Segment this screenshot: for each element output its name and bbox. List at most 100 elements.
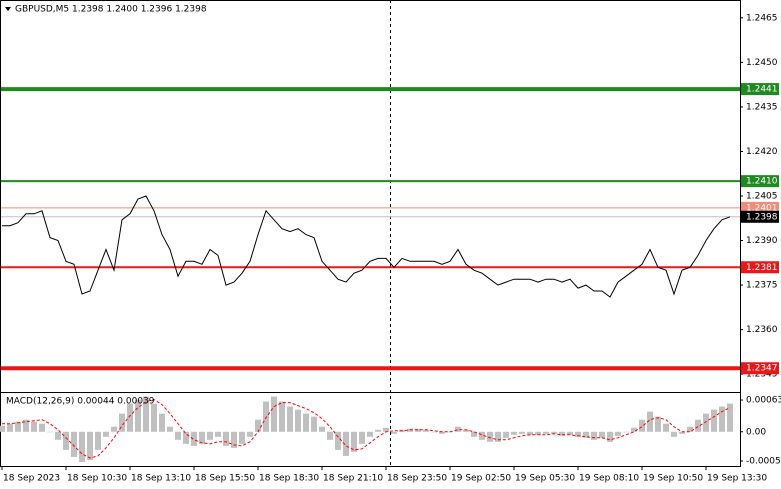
macd-bar [607,431,613,442]
level-label: 1.2401 [746,203,778,213]
macd-bar [327,431,333,440]
y-tick-label: 1.2465 [746,13,778,23]
title-arrow [5,7,11,11]
x-tick-label: 18 Sep 21:10 [323,474,383,484]
macd-bar [143,396,149,432]
level-label-box [741,83,779,96]
macd-bar [367,431,373,437]
macd-bar [551,431,557,434]
macd-bar [343,431,349,456]
macd-bar [671,431,677,437]
macd-bar [167,426,173,432]
macd-bar [207,431,213,440]
level-label: 1.2441 [746,85,778,95]
macd-bar [23,419,29,432]
macd-bar [175,431,181,440]
x-tick-label: 18 Sep 10:30 [67,474,127,484]
macd-bar [511,431,517,435]
macd-bar [247,431,253,437]
y-tick-label: 0.00 [746,427,766,437]
macd-bar [559,431,565,436]
macd-bar [583,431,589,438]
macd-bar [655,416,661,432]
macd-bar [159,413,165,432]
macd-bar [223,431,229,446]
macd-bar [231,431,237,448]
macd-bar [423,429,429,432]
macd-bar [479,431,485,440]
macd-bar [295,409,301,432]
signal-line [2,398,731,459]
macd-bar [199,431,205,444]
macd-bar [287,406,293,432]
macd-bar [711,409,717,432]
price-line [2,195,731,298]
macd-bar [415,428,421,432]
macd-bar [503,431,509,438]
macd-bar [719,406,725,432]
level-label-box [741,362,779,375]
chart-title: GBPUSD,M5 1.2398 1.2400 1.2396 1.2398 [15,5,207,15]
macd-bar [599,431,605,438]
macd-bar [359,431,365,444]
macd-bar [703,413,709,432]
macd-bar [727,403,733,432]
macd-bar [239,431,245,444]
x-tick-label: 18 Sep 15:50 [195,474,255,484]
macd-bar [463,429,469,432]
macd-bar [127,403,133,432]
macd-bar [663,423,669,432]
x-tick-label: 19 Sep 10:50 [643,474,703,484]
macd-bar [575,431,581,437]
macd-bar [471,431,477,437]
macd-bar [303,413,309,432]
macd-bar [95,431,101,450]
x-tick-label: 18 Sep 18:30 [259,474,319,484]
x-tick-label: 18 Sep 13:10 [131,474,191,484]
macd-bar [535,431,541,435]
macd-bar [591,431,597,440]
macd-bar [335,431,341,450]
y-tick-label: 1.2450 [746,58,778,68]
macd-bar [695,419,701,432]
macd-bar [631,427,637,432]
macd-bar [191,431,197,446]
x-tick-label: 18 Sep 23:50 [387,474,447,484]
macd-bar [519,431,525,434]
macd-bar [527,431,533,435]
macd-bar [495,431,501,442]
macd-bar [319,426,325,432]
macd-title: MACD(12,26,9) 0.00044 0.00039 [6,397,155,407]
level-label-box [741,175,779,188]
macd-bar [71,431,77,457]
macd-bar [375,429,381,432]
macd-bar [103,431,109,437]
macd-bar [7,423,13,432]
macd-bar [487,431,493,442]
y-tick-label: 1.2360 [746,325,778,335]
macd-bar [79,431,85,462]
y-tick-label: 1.2435 [746,102,778,112]
macd-bar [63,431,69,450]
macd-bar [39,423,45,432]
macd-bar [311,416,317,432]
y-tick-label: 1.2390 [746,236,778,246]
macd-bar [455,426,461,432]
y-tick-label: 1.2420 [746,147,778,157]
macd-bar [431,431,437,433]
level-label-box [741,210,779,223]
x-tick-label: 19 Sep 13:30 [707,474,767,484]
y-tick-label: 1.2375 [746,281,778,291]
level-label: 1.2381 [746,263,778,273]
macd-bar [687,426,693,432]
macd-bar [87,431,93,460]
x-tick-label: 19 Sep 08:10 [579,474,639,484]
macd-bar [119,413,125,432]
level-label: 1.2347 [746,364,778,374]
macd-bar [543,431,549,434]
macd-bar [383,427,389,432]
macd-bar [111,426,117,432]
macd-bar [55,431,61,440]
y-tick-label: -0.00058 [746,456,781,466]
